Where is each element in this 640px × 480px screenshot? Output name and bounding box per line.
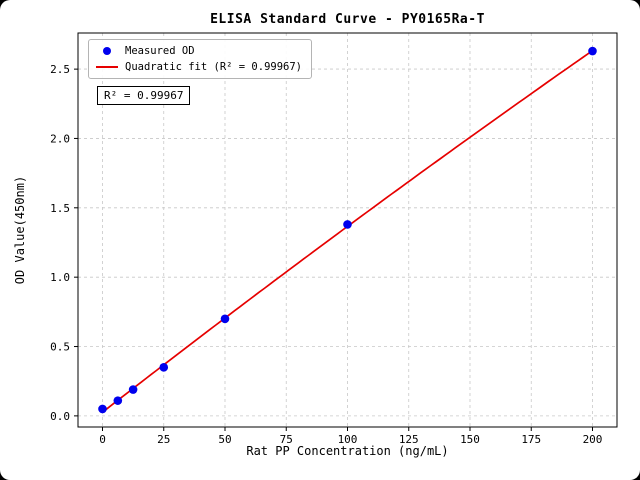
y-tick-label: 1.5 bbox=[50, 202, 70, 215]
x-tick-label: 75 bbox=[280, 433, 293, 446]
x-tick-label: 125 bbox=[399, 433, 419, 446]
data-point bbox=[343, 220, 352, 229]
x-tick-label: 25 bbox=[157, 433, 170, 446]
data-point bbox=[128, 385, 138, 394]
scatter-marker-icon bbox=[103, 47, 111, 55]
r-squared-annotation: R² = 0.99967 bbox=[97, 86, 191, 105]
legend-entry-measured-od: Measured OD bbox=[96, 45, 302, 57]
x-tick-label: 0 bbox=[99, 433, 106, 446]
x-tick-label: 100 bbox=[338, 433, 358, 446]
data-point bbox=[588, 46, 597, 56]
data-point bbox=[159, 363, 169, 372]
legend: Measured OD Quadratic fit (R² = 0.99967) bbox=[88, 39, 313, 79]
legend-entry-quadratic-fit: Quadratic fit (R² = 0.99967) bbox=[96, 61, 302, 73]
legend-label: Measured OD bbox=[125, 45, 195, 57]
x-tick-label: 50 bbox=[218, 433, 231, 446]
x-tick-label: 150 bbox=[460, 433, 480, 446]
data-point bbox=[113, 396, 123, 405]
y-axis-label: OD Value(450nm) bbox=[13, 175, 27, 285]
x-tick-label: 200 bbox=[583, 433, 603, 446]
x-axis-label: Rat PP Concentration (ng/mL) bbox=[246, 444, 449, 458]
y-tick-label: 2.5 bbox=[50, 63, 70, 76]
y-tick-label: 0.0 bbox=[50, 410, 70, 423]
y-tick-label: 1.0 bbox=[50, 271, 70, 284]
data-point bbox=[220, 314, 230, 324]
y-tick-label: 0.5 bbox=[50, 341, 70, 354]
x-tick-label: 175 bbox=[521, 433, 541, 446]
data-point bbox=[98, 404, 107, 414]
legend-label: Quadratic fit (R² = 0.99967) bbox=[125, 61, 303, 73]
chart-title: ELISA Standard Curve - PY0165Ra-T bbox=[210, 12, 485, 27]
line-marker-icon bbox=[96, 66, 118, 68]
y-tick-label: 2.0 bbox=[50, 132, 70, 145]
